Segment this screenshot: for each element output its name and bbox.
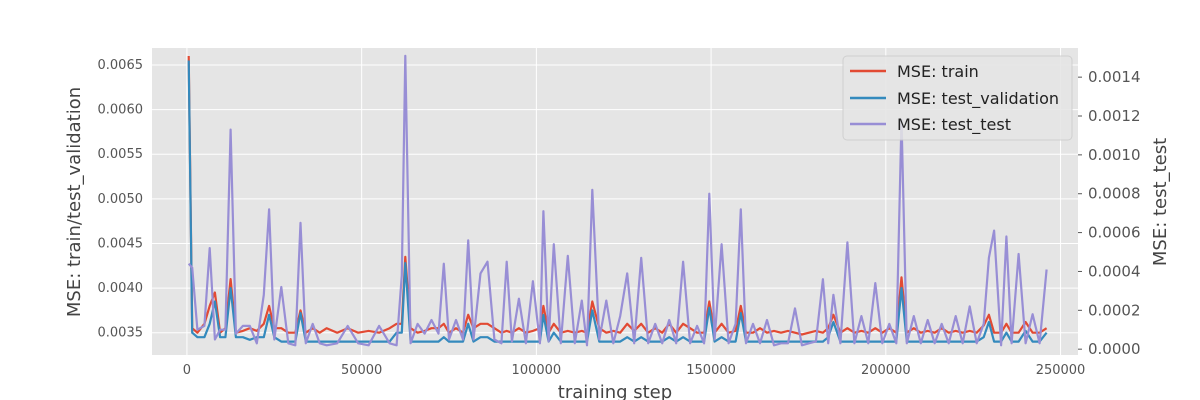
- y-right-tick-label: 0.0006: [1088, 224, 1141, 242]
- y-right-tick-label: 0.0008: [1088, 185, 1141, 203]
- x-tick-label: 50000: [341, 363, 382, 378]
- y-left-tick-label: 0.0065: [98, 58, 144, 73]
- y-right-tick-label: 0.0014: [1088, 68, 1141, 86]
- legend-label-test-test: MSE: test_test: [897, 115, 1011, 135]
- y-left-tick-label: 0.0035: [98, 326, 144, 341]
- x-tick-label: 100000: [512, 363, 562, 378]
- tick-labels: 0 50000 100000 150000 200000 250000 0.0035 0.00…: [98, 58, 1141, 378]
- x-tick-label: 250000: [1036, 363, 1086, 378]
- y-right-tick-label: 0.0000: [1088, 340, 1141, 358]
- series-lines: [187, 54, 1048, 347]
- x-tick-label: 0: [183, 363, 191, 378]
- y-right-tick-label: 0.0002: [1088, 301, 1141, 319]
- y-right-tick-label: 0.0004: [1088, 262, 1141, 280]
- y-left-tick-label: 0.0060: [98, 103, 144, 118]
- x-axis-title: training step: [558, 382, 672, 400]
- legend-box: [842, 55, 1073, 141]
- y-left-tick-label: 0.0055: [98, 147, 144, 162]
- y-left-tick-label: 0.0045: [98, 236, 144, 251]
- x-tick-label: 150000: [686, 363, 736, 378]
- legend: MSE: train MSE: test_validation MSE: tes…: [842, 55, 1073, 141]
- x-tick-label: 200000: [861, 363, 911, 378]
- y-axis-left-title: MSE: train/test_validation: [64, 87, 85, 317]
- y-right-tick-label: 0.0010: [1088, 146, 1141, 164]
- y-left-tick-label: 0.0040: [98, 281, 144, 296]
- legend-label-train: MSE: train: [897, 62, 979, 81]
- series-line-mse-test-test: [187, 54, 1048, 347]
- y-right-tick-label: 0.0012: [1088, 107, 1141, 125]
- y-axis-right-title: MSE: test_test: [1150, 138, 1171, 266]
- legend-label-test-validation: MSE: test_validation: [897, 89, 1059, 109]
- y-left-tick-label: 0.0050: [98, 192, 144, 207]
